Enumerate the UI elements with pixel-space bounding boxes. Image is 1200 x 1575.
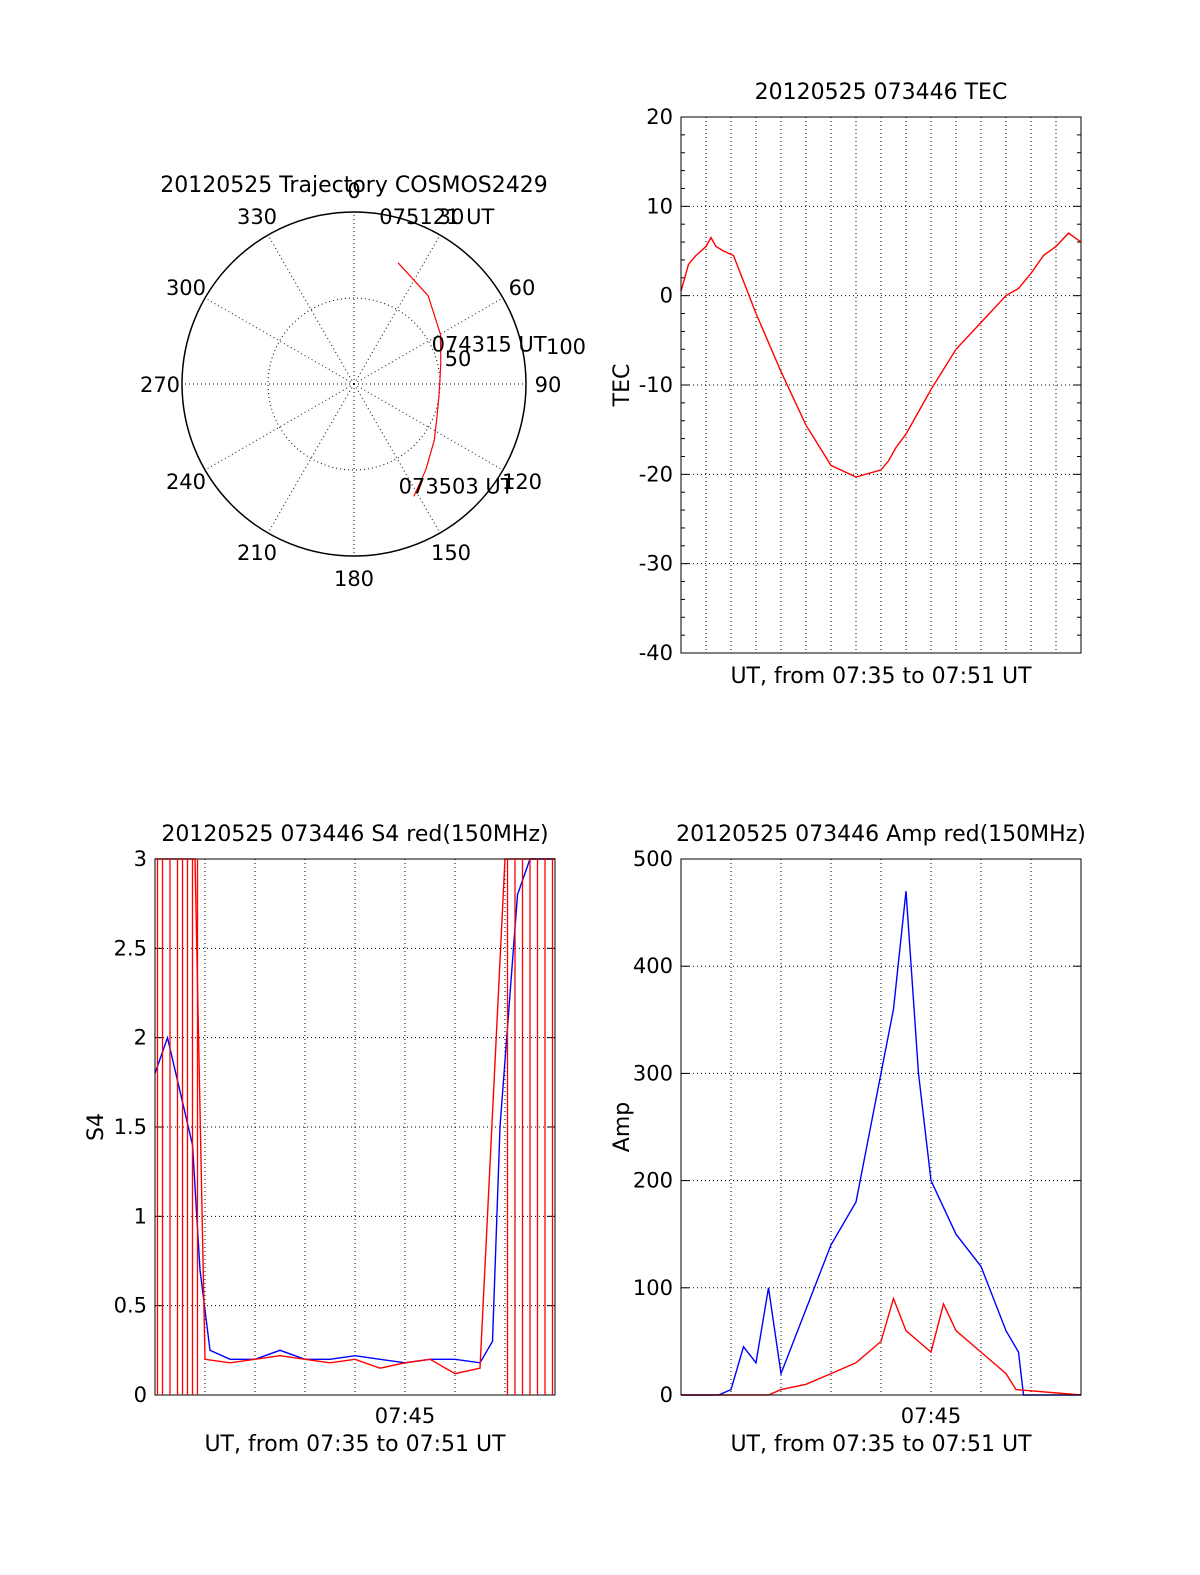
series-line-red xyxy=(680,232,1082,478)
y-tick-label: 200 xyxy=(633,1169,673,1193)
polar-radial-label: 50 xyxy=(445,347,472,371)
y-tick-label: 400 xyxy=(633,954,673,978)
y-tick-label: 10 xyxy=(646,194,673,218)
plot-frame xyxy=(154,858,556,1396)
chart-title: 20120525 073446 TEC xyxy=(755,80,1008,105)
series-line-red xyxy=(681,1296,1082,1396)
chart-title: 20120525 073446 Amp red(150MHz) xyxy=(676,822,1086,847)
y-tick-label: 1 xyxy=(134,1204,147,1228)
series-line-blue xyxy=(681,891,1081,1396)
polar-spoke xyxy=(353,383,504,471)
polar-angle-label: 300 xyxy=(166,276,206,300)
polar-angle-label: 0 xyxy=(347,179,360,203)
polar-outer-circle xyxy=(181,211,527,557)
polar-spoke xyxy=(353,383,441,534)
polar-title: 20120525 Trajectory COSMOS2429 xyxy=(160,173,547,198)
y-tick-label: 0 xyxy=(660,1383,673,1407)
y-tick-label: 0 xyxy=(660,284,673,308)
x-axis-label: UT, from 07:35 to 07:51 UT xyxy=(730,1432,1032,1457)
y-axis-label: Amp xyxy=(610,1102,635,1152)
y-axis-label: S4 xyxy=(84,1113,109,1141)
x-tick-label: 07:45 xyxy=(901,1404,962,1428)
polar-annotation: 073503 UT xyxy=(399,474,514,498)
x-axis-label: UT, from 07:35 to 07:51 UT xyxy=(730,664,1032,689)
y-tick-label: 20 xyxy=(646,105,673,129)
x-tick-label: 07:45 xyxy=(375,1404,436,1428)
y-tick-label: 0.5 xyxy=(114,1294,147,1318)
y-tick-label: 3 xyxy=(134,847,147,871)
polar-angle-label: 330 xyxy=(237,205,277,229)
x-axis-label: UT, from 07:35 to 07:51 UT xyxy=(204,1432,506,1457)
y-tick-label: -20 xyxy=(639,462,673,486)
polar-angle-label: 180 xyxy=(334,567,374,591)
polar-spoke xyxy=(267,234,355,385)
y-tick-label: 0 xyxy=(134,1383,147,1407)
y-tick-label: 500 xyxy=(633,847,673,871)
plot-frame xyxy=(680,858,1082,1396)
y-tick-label: -10 xyxy=(639,373,673,397)
polar-angle-label: 240 xyxy=(166,470,206,494)
polar-angle-label: 30 xyxy=(438,205,465,229)
y-tick-label: 100 xyxy=(633,1276,673,1300)
chart-title: 20120525 073446 S4 red(150MHz) xyxy=(161,822,548,847)
polar-radial-label: 100 xyxy=(546,335,586,359)
tec-chart: 20120525 073446 TEC 20 10 0 -10 -20 -30 -40 UT, … xyxy=(610,80,1082,689)
s4-chart: 20120525 073446 S4 red(150MHz) 3 2.5 2 1.5 1 0… xyxy=(84,822,556,1457)
y-tick-label: 2 xyxy=(134,1026,147,1050)
y-tick-label: 1.5 xyxy=(114,1115,147,1139)
polar-angle-label: 60 xyxy=(509,276,536,300)
y-tick-label: 300 xyxy=(633,1061,673,1085)
polar-angle-label: 120 xyxy=(502,470,542,494)
polar-angle-label: 210 xyxy=(237,541,277,565)
series-line-red xyxy=(155,858,555,1375)
y-tick-label: -40 xyxy=(639,641,673,665)
polar-spoke xyxy=(204,383,355,471)
polar-angle-label: 150 xyxy=(431,541,471,565)
y-axis-label: TEC xyxy=(610,364,635,408)
y-tick-label: 2.5 xyxy=(114,936,147,960)
polar-spoke xyxy=(267,383,355,534)
amp-chart: 20120525 073446 Amp red(150MHz)500 400 300… xyxy=(610,822,1086,1457)
plot-frame xyxy=(680,116,1082,654)
polar-track-line xyxy=(397,262,442,497)
polar-annotation: 074315 UT xyxy=(432,332,547,356)
polar-spoke xyxy=(353,297,504,385)
polar-angle-label: 270 xyxy=(140,373,180,397)
polar-angle-label: 90 xyxy=(535,373,562,397)
series-line-blue xyxy=(154,858,555,1364)
polar-spoke xyxy=(204,297,355,385)
polar-annotation: 075121 UT xyxy=(379,205,494,229)
polar-spoke xyxy=(353,234,441,385)
y-tick-label: -30 xyxy=(639,552,673,576)
